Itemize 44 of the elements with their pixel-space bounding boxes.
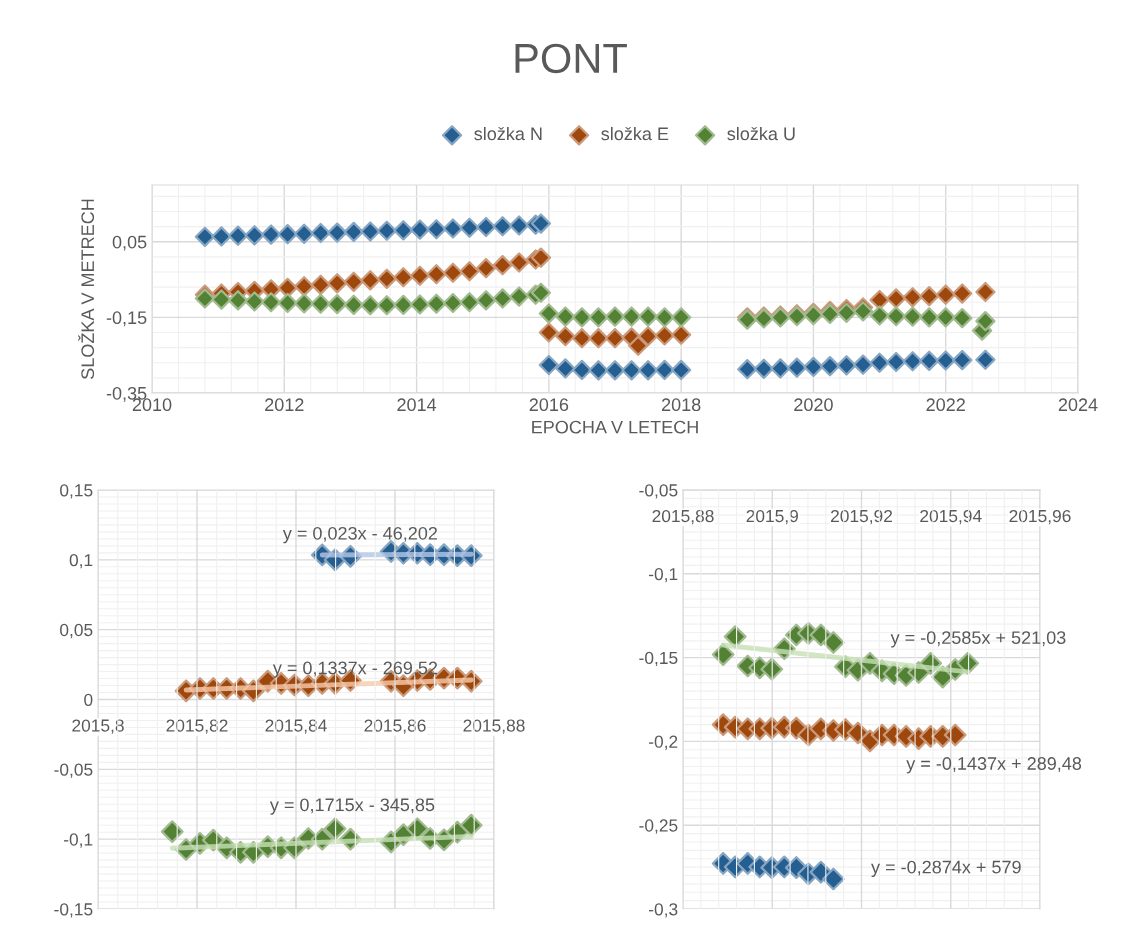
x-tick-label: 2022 bbox=[926, 398, 965, 412]
x-tick-label: 2016 bbox=[529, 398, 569, 412]
y-tick-label: 0,05 bbox=[112, 235, 147, 251]
chart-title: PONT bbox=[515, 43, 627, 74]
y-tick-label: 0,05 bbox=[60, 623, 93, 639]
y-tick-label: -0,25 bbox=[639, 819, 678, 834]
x-tick-label: 2015,96 bbox=[1009, 509, 1071, 525]
y-tick-label: 0 bbox=[84, 693, 93, 706]
y-tick-label: -0,05 bbox=[54, 763, 93, 778]
x-tick-label: 2018 bbox=[661, 398, 701, 412]
annotation: y = 0,1337x - 269,52 bbox=[272, 661, 438, 678]
annotation: y = -0,2874x + 579 bbox=[871, 860, 1021, 878]
y-tick-label: -0,3 bbox=[649, 903, 678, 918]
legend-label: složka U bbox=[727, 126, 795, 141]
y-tick-label: -0,15 bbox=[106, 311, 147, 327]
y-axis-title: SLOŽKA V METRECH bbox=[78, 199, 95, 379]
x-tick-label: 2015,8 bbox=[72, 719, 124, 734]
x-tick-label: 2015,84 bbox=[265, 719, 327, 734]
y-tick-label: -0,05 bbox=[639, 484, 678, 499]
x-tick-label: 2015,88 bbox=[652, 509, 714, 525]
legend-label: složka E bbox=[601, 126, 669, 141]
y-tick-label: -0,2 bbox=[649, 735, 678, 750]
y-tick-label: 0,1 bbox=[69, 554, 93, 569]
x-tick-label: 2015,9 bbox=[746, 509, 798, 525]
y-tick-label: -0,1 bbox=[649, 567, 678, 583]
x-tick-label: 2014 bbox=[397, 398, 437, 412]
x-tick-label: 2015,88 bbox=[463, 719, 525, 734]
y-tick-label: -0,1 bbox=[64, 833, 93, 848]
annotation: y = -0,2585x + 521,03 bbox=[890, 631, 1066, 648]
x-tick-label: 2015,94 bbox=[920, 509, 982, 525]
x-tick-label: 2012 bbox=[265, 398, 304, 412]
x-tick-label: 2015,82 bbox=[166, 719, 228, 734]
x-tick-label: 2020 bbox=[794, 398, 833, 412]
annotation: y = 0,023x - 46,202 bbox=[282, 526, 437, 544]
x-tick-label: 2015,86 bbox=[364, 719, 426, 734]
y-tick-label: 0,15 bbox=[60, 484, 93, 499]
x-tick-label: 2015,92 bbox=[831, 509, 893, 525]
legend-label: složka N bbox=[474, 126, 542, 141]
x-tick-label: 2024 bbox=[1058, 398, 1098, 412]
annotation: y = -0,1437x + 289,48 bbox=[906, 757, 1082, 774]
y-tick-label: -0,15 bbox=[54, 903, 93, 918]
x-axis-title: EPOCHA V LETECH bbox=[532, 420, 698, 434]
annotation: y = 0,1715x - 345,85 bbox=[269, 798, 435, 815]
y-tick-label: -0,15 bbox=[639, 651, 678, 667]
